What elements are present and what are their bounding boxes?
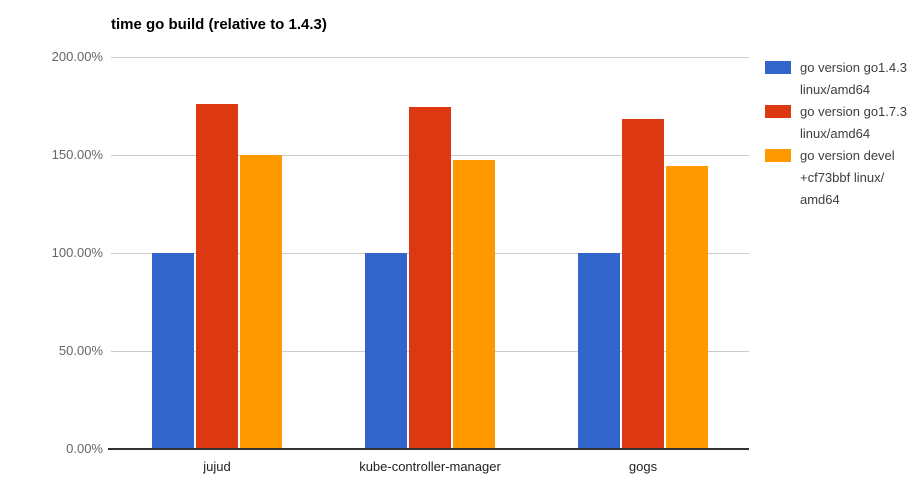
legend-label: go version go1.7.3 linux/amd64 [800, 101, 907, 145]
x-tick-label-jujud: jujud [203, 459, 231, 474]
gridline-200 [111, 57, 749, 58]
chart-title: time go build (relative to 1.4.3) [111, 16, 327, 33]
legend-entry-series3: go version devel +cf73bbf linux/amd64 [765, 145, 921, 211]
plot-area [108, 57, 749, 450]
legend: go version go1.4.3 linux/amd64 go version … [765, 57, 921, 211]
legend-label-line: go version devel [800, 148, 895, 163]
y-tick-label-150: 150.00% [51, 147, 103, 162]
legend-label-line: linux/amd64 [800, 82, 871, 97]
legend-swatch-icon [765, 105, 791, 118]
legend-swatch-icon [765, 61, 791, 74]
legend-label-line: amd64 [800, 192, 840, 207]
y-tick-label-200: 200.00% [51, 49, 103, 64]
legend-label-line: linux/amd64 [800, 126, 871, 141]
bar-series3-kube-controller-manager[interactable] [453, 160, 495, 449]
legend-swatch-icon [765, 149, 791, 162]
legend-label-line: go version go1.7.3 [800, 104, 907, 119]
y-tick-label-50: 50.00% [58, 343, 103, 358]
bar-series1-gogs[interactable] [578, 253, 620, 449]
legend-label-line: +cf73bbf linux/ [800, 170, 885, 185]
bar-series2-gogs[interactable] [622, 119, 664, 449]
legend-label: go version go1.4.3 linux/amd64 [800, 57, 907, 101]
x-tick-label-gogs: gogs [628, 459, 658, 474]
bar-series3-jujud[interactable] [240, 155, 282, 449]
x-tick-label-kube-controller-manager: kube-controller-manager [359, 459, 501, 474]
y-tick-label-100: 100.00% [51, 245, 103, 260]
bar-series2-kube-controller-manager[interactable] [409, 107, 451, 449]
legend-entry-series2: go version go1.7.3 linux/amd64 [765, 101, 921, 145]
legend-label-line: go version go1.4.3 [800, 60, 907, 75]
legend-entry-series1: go version go1.4.3 linux/amd64 [765, 57, 921, 101]
x-axis-line [108, 448, 749, 450]
bar-series1-jujud[interactable] [152, 253, 194, 449]
y-tick-label-0: 0.00% [66, 441, 103, 456]
bar-series1-kube-controller-manager[interactable] [365, 253, 407, 449]
y-axis-labels: 0.00% 50.00% 100.00% 150.00% 200.00% [0, 0, 103, 481]
legend-label: go version devel +cf73bbf linux/amd64 [800, 145, 895, 211]
bar-series3-gogs[interactable] [666, 166, 708, 449]
bar-series2-jujud[interactable] [196, 104, 238, 449]
